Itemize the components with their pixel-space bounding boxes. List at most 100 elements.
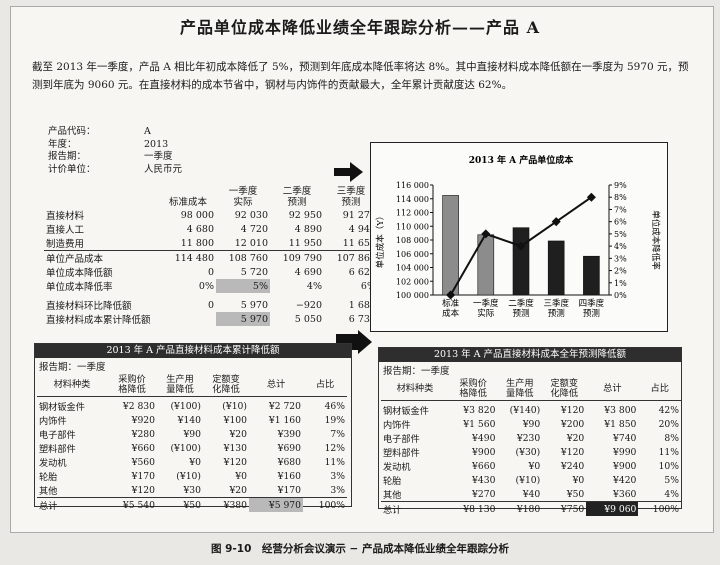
column-header: 定额变 化降低 (542, 378, 587, 401)
table-row: 钢材钣金件 ¥3 820 (¥140) ¥120 ¥3 800 42% (381, 401, 681, 418)
table-cell: ¥990 (613, 446, 637, 458)
table-cell: 7% (330, 428, 345, 440)
x-tick-label: 三季度 (543, 298, 569, 309)
table-cell: (¥10) (222, 400, 247, 412)
table-cell: 98 000 (180, 209, 214, 221)
table-cell: ¥40 (522, 488, 541, 500)
column-header: 总计 (586, 378, 639, 401)
row-label: 单位产品成本 (44, 250, 160, 265)
total-cell: ¥180 (497, 501, 543, 516)
table-cell: ¥90 (183, 428, 201, 440)
column-header: 二季度 预测 (282, 186, 312, 208)
table-cell: ¥0 (528, 460, 541, 472)
info-row: 计价单位： 人民币元 (48, 163, 183, 175)
column-header: 一季度 实际 (228, 186, 258, 208)
material-name: 塑料部件 (39, 444, 76, 455)
table-cell: 1 680 (348, 299, 376, 311)
table-cell: 4 680 (186, 223, 214, 235)
bar (583, 255, 600, 296)
x-tick-label: 预测 (548, 308, 565, 319)
table-cell: ¥20 (566, 432, 585, 444)
table-cell: ¥560 (131, 456, 155, 468)
y2-tick-label: 9% (614, 181, 627, 190)
table-cell: 92 950 (288, 209, 322, 221)
table-row: 电子部件 ¥490 ¥230 ¥20 ¥740 8% (381, 431, 681, 446)
table-cell: 42% (658, 404, 679, 416)
column-header: 材料种类 (37, 374, 107, 397)
forecast-reduction-panel: 2013 年 A 产品直接材料成本全年预测降低额 报告期：一季度 材料种类 采购价… (378, 347, 682, 516)
report-period: 报告期：一季度 (383, 366, 450, 377)
material-name: 钢材钣金件 (383, 406, 429, 417)
product-info: 产品代码： A 年度： 2013 报告期： 一季度 计价单位： 人民币元 (48, 126, 182, 176)
forecast-reduction-table: 材料种类 采购价 格降低 生产用 量降低 定额变 化降低 总计 占比 钢材钣金件 ¥3 820 (¥1… (381, 378, 681, 516)
table-row: 塑料部件 ¥660 (¥100) ¥130 ¥690 12% (37, 441, 347, 456)
table-cell: ¥230 (516, 432, 541, 444)
table-cell: 11% (658, 446, 679, 458)
bar (547, 240, 565, 296)
y-tick-label: 116 000 (396, 181, 429, 190)
y-tick-label: 108 000 (396, 236, 429, 245)
table-cell: ¥130 (223, 442, 247, 454)
column-header: 占比 (638, 378, 681, 401)
table-cell: 11 950 (288, 237, 322, 249)
table-cell: ¥690 (277, 442, 301, 454)
table-cell: (¥140) (509, 404, 541, 416)
table-header-row: 材料种类 采购价 格降低 生产用 量降低 定额变 化降低 总计 占比 (381, 378, 681, 401)
total-row: 总计 ¥5 540 ¥50 ¥380 ¥5 970 100% (37, 497, 347, 512)
y-tick-label: 100 000 (396, 291, 429, 300)
table-cell: ¥1 560 (463, 418, 496, 430)
material-name: 电子部件 (39, 430, 76, 441)
table-cell: ¥90 (522, 418, 541, 430)
y2-tick-label: 7% (614, 205, 627, 214)
table-cell: ¥200 (560, 418, 585, 430)
y2-axis-label: 单位成本降低率 (650, 210, 661, 270)
cumulative-reduction-panel: 2013 年 A 产品直接材料成本累计降低额 报告期：一季度 材料种类 采购价 格降… (34, 343, 352, 512)
x-tick-label: 预测 (512, 308, 529, 319)
line-point (481, 229, 491, 239)
total-label: 总计 (37, 497, 107, 512)
y-tick-label: 102 000 (396, 277, 429, 286)
table-cell: ¥2 720 (268, 400, 301, 412)
table-cell: ¥50 (566, 488, 585, 500)
column-header: 定额变 化降低 (203, 374, 249, 397)
table-cell: 5 050 (294, 313, 322, 325)
column-header: 生产用 量降低 (157, 374, 203, 397)
table-cell: ¥920 (131, 414, 155, 426)
table-cell: 109 790 (270, 250, 324, 265)
table-row: 发动机 ¥560 ¥0 ¥120 ¥680 11% (37, 455, 347, 470)
table-cell: ¥170 (131, 470, 155, 482)
table-cell: ¥420 (613, 474, 637, 486)
y2-tick-label: 5% (614, 230, 627, 239)
table-cell: 4 720 (240, 223, 268, 235)
table-cell: 3% (330, 470, 345, 482)
y2-tick-label: 3% (614, 254, 627, 263)
table-cell: ¥120 (560, 404, 585, 416)
total-cell: ¥380 (203, 497, 249, 512)
y2-tick-label: 6% (614, 218, 627, 227)
table-cell: 4 690 (294, 266, 322, 278)
x-tick-label: 标准 (442, 298, 460, 309)
column-header (44, 186, 160, 208)
table-cell: ¥20 (229, 484, 247, 496)
table-cell: 5% (664, 474, 679, 486)
arrow-right-icon (334, 162, 363, 182)
table-cell: ¥740 (613, 432, 637, 444)
table-cell: 10% (658, 460, 679, 472)
row-label: 直接材料成本累计降低额 (46, 315, 151, 326)
table-cell: ¥660 (131, 442, 155, 454)
y-tick-label: 104 000 (396, 264, 429, 273)
table-row: 发动机 ¥660 ¥0 ¥240 ¥900 10% (381, 459, 681, 474)
table-cell: 4 940 (348, 223, 376, 235)
table-cell: ¥120 (560, 446, 585, 458)
table-cell: 5% (216, 279, 270, 293)
table-cell: ¥120 (223, 456, 247, 468)
unit-cost-chart: 2013 年 A 产品单位成本 100 000 102 000 104 000 106 … (370, 142, 668, 332)
y2-tick-label: 8% (614, 193, 627, 202)
table-cell: −920 (295, 299, 322, 311)
table-cell: 4% (664, 488, 679, 500)
table-cell: ¥0 (189, 456, 201, 468)
table-cell: ¥900 (613, 460, 637, 472)
column-header: 采购价 格降低 (107, 374, 157, 397)
table-cell: ¥390 (277, 428, 301, 440)
table-cell: ¥20 (229, 428, 247, 440)
